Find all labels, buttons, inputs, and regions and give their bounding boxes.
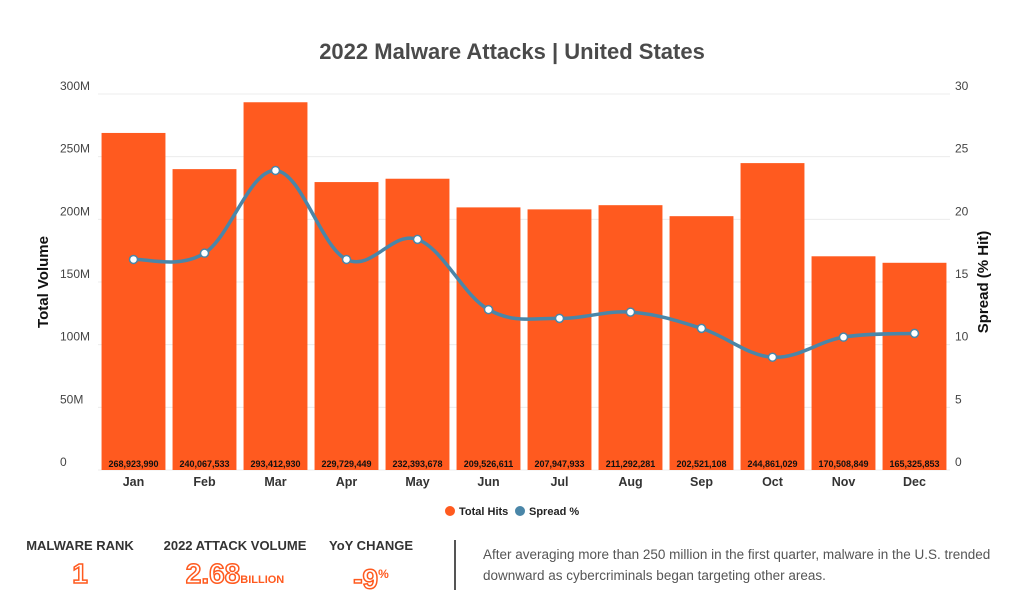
summary-text: After averaging more than 250 million in…: [483, 547, 991, 583]
stat-number: 2.68: [185, 558, 241, 590]
divider: [454, 540, 456, 590]
bar-value-label: 165,325,853: [889, 459, 939, 469]
y-right-tick-label: 5: [955, 392, 962, 406]
bar-value-label: 170,508,849: [818, 459, 868, 469]
bar: [101, 132, 166, 470]
y-right-tick-label: 10: [955, 330, 969, 344]
bar-value-label: 244,861,029: [747, 459, 797, 469]
stats-panel: MALWARE RANK 1 2022 ATTACK VOLUME 2.68BI…: [0, 530, 1024, 610]
spread-point: [909, 328, 920, 339]
y-left-tick-label: 200M: [60, 204, 90, 218]
y-left-tick-label: 0: [60, 455, 67, 469]
bar: [598, 205, 663, 470]
x-tick-label: Jun: [477, 475, 499, 489]
stat-yoy-change: YoY CHANGE -9%: [325, 538, 417, 595]
y-right-tick-label: 0: [955, 455, 962, 469]
stat-label: MALWARE RANK: [26, 538, 134, 553]
bar-value-label: 268,923,990: [108, 459, 158, 469]
x-tick-label: Aug: [618, 475, 642, 489]
stat-number: 1: [71, 558, 88, 590]
y-left-tick-label: 300M: [60, 79, 90, 93]
x-tick-label: Feb: [193, 475, 216, 489]
spread-point: [199, 248, 210, 258]
bar-value-label: 229,729,449: [321, 459, 371, 469]
stat-sup: %: [378, 567, 389, 581]
y-right-tick-label: 25: [955, 142, 969, 156]
y-left-tick-label: 250M: [60, 142, 90, 156]
bar: [385, 178, 450, 470]
y-right-tick-label: 15: [955, 267, 969, 281]
y-left-tick-label: 150M: [60, 267, 90, 281]
bar-value-label: 293,412,930: [250, 459, 300, 469]
spread-point: [270, 165, 281, 176]
bar: [172, 169, 237, 470]
stat-value: -9%: [325, 559, 417, 595]
x-tick-label: Sep: [690, 475, 713, 489]
chart: 2022 Malware Attacks | United States 0 0 50…: [35, 39, 992, 518]
stat-unit: BILLION: [240, 574, 285, 586]
y-right-axis-title: Spread (% Hit): [975, 231, 992, 334]
bar-value-label: 207,947,933: [534, 459, 584, 469]
stat-label: YoY CHANGE: [328, 538, 414, 553]
x-tick-label: Oct: [762, 475, 784, 489]
stat-value: 2.68BILLION: [158, 558, 312, 595]
spread-point: [767, 352, 778, 362]
y-left-axis-title: Total Volume: [35, 236, 52, 328]
legend-label-spread: Spread %: [529, 506, 579, 518]
legend-marker-total-hits: [445, 506, 455, 516]
bar-value-label: 209,526,611: [464, 459, 514, 469]
spread-point: [625, 307, 636, 317]
y-left-tick-label: 50M: [60, 392, 83, 406]
bar: [456, 207, 521, 470]
stat-malware-rank: MALWARE RANK 1: [20, 538, 140, 589]
spread-point: [128, 254, 139, 265]
bar-value-label: 202,521,108: [676, 459, 726, 469]
legend-marker-spread: [515, 506, 525, 516]
bar: [314, 182, 379, 470]
x-tick-label: Jul: [550, 475, 568, 489]
y-left-tick-label: 100M: [60, 330, 90, 344]
y-right-tick-label: 20: [955, 204, 969, 218]
x-tick-label: Apr: [336, 475, 358, 489]
bar: [882, 262, 947, 470]
stat-value: 1: [20, 558, 140, 590]
spread-point: [412, 234, 423, 245]
y-right-tick-label: 30: [955, 79, 969, 93]
bar: [669, 216, 734, 470]
spread-point: [838, 332, 849, 342]
x-tick-label: Jan: [123, 475, 145, 489]
x-tick-label: Dec: [903, 475, 926, 489]
spread-point: [696, 323, 707, 334]
x-tick-label: Nov: [832, 475, 856, 489]
x-tick-label: Mar: [264, 475, 286, 489]
stat-number: -9: [352, 563, 379, 595]
bar: [243, 102, 308, 470]
bar-value-label: 240,067,533: [179, 459, 229, 469]
legend-label-total-hits: Total Hits: [459, 506, 508, 518]
x-tick-label: May: [405, 475, 429, 489]
bar: [527, 209, 592, 470]
bar: [740, 163, 805, 470]
spread-point: [554, 313, 565, 324]
bar-value-label: 211,292,281: [606, 459, 656, 469]
spread-point: [341, 254, 352, 265]
spread-point: [483, 304, 494, 315]
chart-title: 2022 Malware Attacks | United States: [319, 39, 705, 64]
bar: [811, 256, 876, 470]
stat-attack-volume: 2022 ATTACK VOLUME 2.68BILLION: [158, 538, 312, 595]
stat-label: 2022 ATTACK VOLUME: [163, 538, 307, 553]
bar-value-label: 232,393,678: [392, 459, 442, 469]
